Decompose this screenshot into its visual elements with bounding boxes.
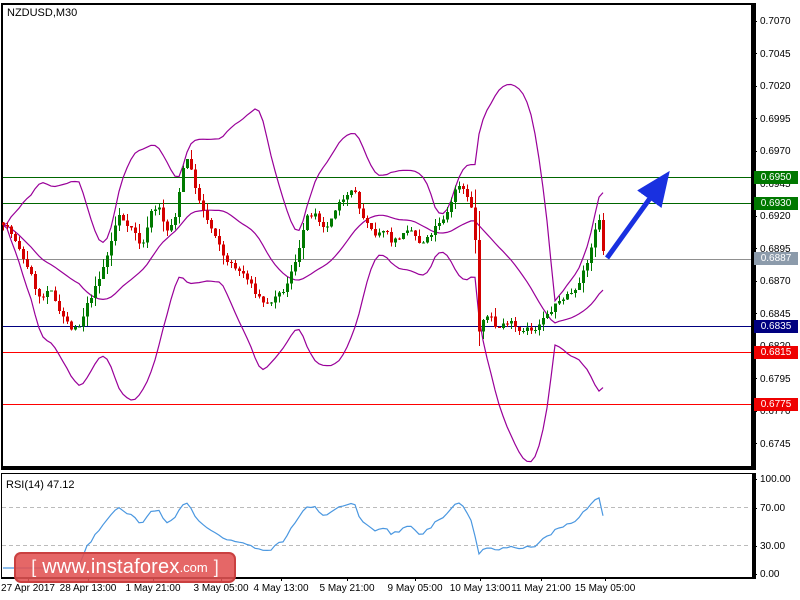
price-tag-0.6775: 0.6775 (754, 398, 798, 411)
rsi-axis-label: 30.00 (760, 540, 786, 552)
time-axis-label: 1 May 21:00 (125, 583, 181, 594)
price-axis-label: 0.7045 (760, 48, 791, 60)
rsi-axis-label: 70.00 (760, 502, 786, 514)
time-axis-label: 11 May 21:00 (511, 583, 571, 594)
symbol-timeframe-label: NZDUSD,M30 (7, 7, 78, 19)
price-axis-label: 0.7070 (760, 16, 791, 27)
time-axis-label: 4 May 13:00 (253, 583, 309, 594)
logo-bracket-right: ] (213, 557, 219, 577)
price-axis-label: 0.7020 (760, 81, 791, 92)
time-axis-label: 28 Apr 13:00 (59, 583, 117, 594)
price-tag-0.6930: 0.6930 (754, 196, 798, 210)
price-axis-label: 0.6845 (760, 308, 791, 320)
price-axis-label: 0.6745 (760, 438, 791, 450)
price-tag-0.6950: 0.6950 (754, 170, 798, 184)
price-axis-label: 0.6895 (760, 243, 791, 255)
logo-suffix: .com (179, 560, 208, 575)
price-axis-label: 0.6770 (760, 406, 791, 417)
main-chart-panel[interactable] (1, 3, 756, 470)
instaforex-logo[interactable]: [www.instaforex .com] (14, 552, 236, 583)
price-tag-0.6887: 0.6887 (754, 252, 798, 266)
rsi-axis-label: 100.00 (760, 474, 791, 485)
price-axis-label: 0.6795 (760, 373, 791, 385)
price-axis-label: 0.6995 (760, 113, 791, 125)
price-tag-0.6835: 0.6835 (754, 320, 798, 333)
rsi-axis-label: 0.00 (760, 569, 780, 580)
logo-text: www.instaforex (42, 556, 180, 578)
price-axis-label: 0.6870 (760, 276, 791, 287)
time-axis-label: 27 Apr 2017 (1, 583, 55, 594)
price-axis-label: 0.6945 (760, 178, 791, 190)
time-axis-label: 9 May 05:00 (387, 583, 443, 594)
time-axis-label: 3 May 05:00 (193, 583, 249, 594)
price-axis-label: 0.6920 (760, 211, 791, 222)
logo-bracket-left: [ (31, 557, 37, 577)
time-axis-label: 15 May 05:00 (574, 583, 636, 594)
rsi-indicator-label: RSI(14) 47.12 (6, 479, 75, 491)
price-axis-label: 0.6970 (760, 146, 791, 157)
price-tag-0.6815: 0.6815 (754, 346, 798, 359)
time-axis-label: 10 May 13:00 (449, 583, 511, 594)
time-axis-label: 5 May 21:00 (319, 583, 375, 594)
